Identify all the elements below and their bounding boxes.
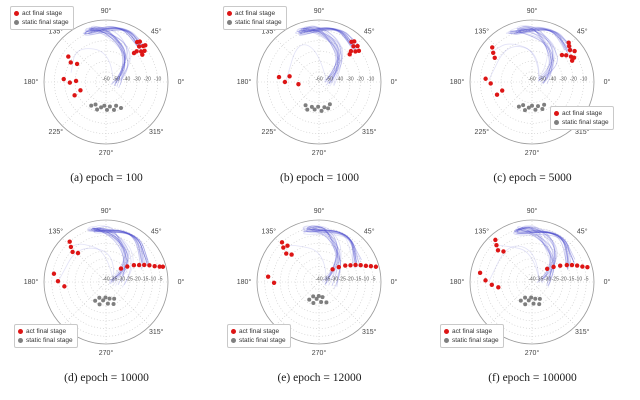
static-series-dot-icon [18, 338, 23, 343]
legend: act final stage static final stage [227, 324, 291, 348]
act-series-dot-icon [227, 11, 232, 16]
legend-entry-static: static final stage [554, 118, 609, 127]
subplot-f: act final stage static final stage (f) e… [426, 200, 639, 400]
subplot-caption: (f) epoch = 100000 [488, 372, 577, 384]
act-series-dot-icon [18, 329, 23, 334]
legend-label-act: act final stage [22, 10, 63, 17]
act-series-dot-icon [231, 329, 236, 334]
legend-label-static: static final stage [235, 19, 282, 26]
act-series-dot-icon [14, 11, 19, 16]
legend-entry-act: act final stage [444, 327, 499, 336]
legend-entry-act: act final stage [227, 9, 282, 18]
legend-entry-act: act final stage [14, 9, 69, 18]
subplot-e: act final stage static final stage (e) e… [213, 200, 426, 400]
legend-entry-static: static final stage [18, 336, 73, 345]
static-series-dot-icon [14, 20, 19, 25]
subplot-caption: (b) epoch = 1000 [280, 172, 359, 184]
legend-label-static: static final stage [22, 19, 69, 26]
static-series-dot-icon [227, 20, 232, 25]
subplot-caption: (c) epoch = 5000 [493, 172, 572, 184]
legend-label-act: act final stage [239, 328, 280, 335]
legend-label-act: act final stage [235, 10, 276, 17]
legend: act final stage static final stage [440, 324, 504, 348]
legend: act final stage static final stage [10, 6, 74, 30]
legend-entry-static: static final stage [231, 336, 286, 345]
legend-label-static: static final stage [26, 337, 73, 344]
legend-label-static: static final stage [452, 337, 499, 344]
polar-plot-canvas-c [432, 2, 632, 172]
act-series-dot-icon [554, 111, 559, 116]
legend-label-act: act final stage [562, 110, 603, 117]
polar-plot-canvas-b [219, 2, 419, 172]
subplot-a: act final stage static final stage (a) e… [0, 0, 213, 200]
legend: act final stage static final stage [223, 6, 287, 30]
legend-entry-static: static final stage [227, 18, 282, 27]
static-series-dot-icon [444, 338, 449, 343]
subplot-caption: (a) epoch = 100 [70, 172, 143, 184]
legend-entry-static: static final stage [14, 18, 69, 27]
act-series-dot-icon [444, 329, 449, 334]
legend-label-act: act final stage [452, 328, 493, 335]
subplot-caption: (e) epoch = 12000 [277, 372, 362, 384]
subplot-b: act final stage static final stage (b) e… [213, 0, 426, 200]
subplot-d: act final stage static final stage (d) e… [0, 200, 213, 400]
legend-entry-act: act final stage [231, 327, 286, 336]
static-series-dot-icon [231, 338, 236, 343]
legend-entry-act: act final stage [18, 327, 73, 336]
legend: act final stage static final stage [550, 106, 614, 130]
legend-entry-act: act final stage [554, 109, 609, 118]
polar-plot-canvas-a [6, 2, 206, 172]
legend-label-act: act final stage [26, 328, 67, 335]
subplot-c: act final stage static final stage (c) e… [426, 0, 639, 200]
legend-label-static: static final stage [239, 337, 286, 344]
legend-label-static: static final stage [562, 119, 609, 126]
static-series-dot-icon [554, 120, 559, 125]
legend: act final stage static final stage [14, 324, 78, 348]
legend-entry-static: static final stage [444, 336, 499, 345]
subplot-caption: (d) epoch = 10000 [64, 372, 149, 384]
